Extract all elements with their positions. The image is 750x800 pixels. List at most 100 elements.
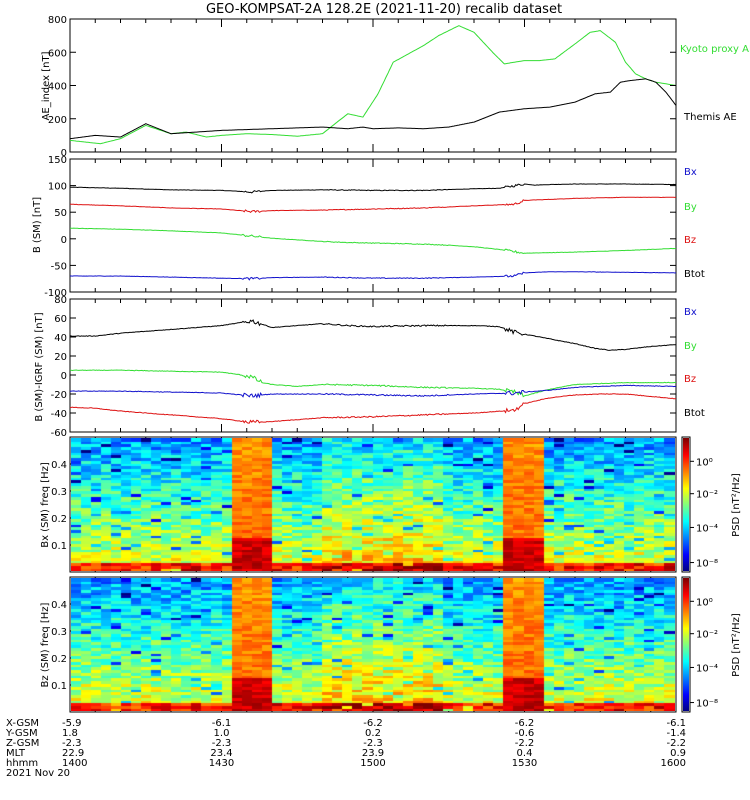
ephemeris-block: X-GSM Y-GSM Z-GSM MLT hhmm 2021 Nov 20 -… bbox=[5, 718, 686, 779]
y-tick-label: 60 bbox=[54, 314, 67, 325]
y-tick-label: 100 bbox=[48, 182, 67, 193]
eph-label-hhmm: hhmm bbox=[6, 758, 38, 769]
legend-by-2: By bbox=[684, 341, 697, 352]
y-tick-label: 400 bbox=[48, 82, 67, 93]
bz-colorbar bbox=[683, 578, 689, 711]
eph-label-ygsm: Y-GSM bbox=[5, 728, 38, 739]
y-tick-label: 0 bbox=[61, 148, 67, 159]
b-igrf-y-ticks: -60 -40 -20 0 20 40 60 80 bbox=[51, 295, 676, 439]
ae-panel: 0 200 400 600 800 AE_index [nT] Kyoto proxy … bbox=[41, 15, 750, 159]
ephemeris-value: 1.0 bbox=[214, 728, 230, 739]
b-igrf-panel-frame bbox=[69, 298, 677, 433]
b-sm-lines bbox=[69, 183, 677, 281]
bz-spectrogram-canvas bbox=[71, 578, 675, 711]
ephemeris-value: 0.4 bbox=[517, 748, 533, 759]
b-sm-y-ticks: -100 -50 0 50 100 150 bbox=[44, 155, 676, 299]
y-tick-label: 0.1 bbox=[51, 681, 67, 692]
series-line-1-1 bbox=[69, 196, 677, 214]
y-tick-label: 0.2 bbox=[51, 514, 67, 525]
bx-spec-ylabel-text: Bx (SM) freq [Hz] bbox=[40, 462, 51, 548]
y-tick-label: -100 bbox=[44, 288, 67, 299]
eph-label-mlt: MLT bbox=[6, 748, 26, 759]
y-tick-label: 80 bbox=[54, 295, 67, 306]
bx-colorbar-label: PSD [nT²/Hz] bbox=[731, 473, 742, 537]
y-tick-label: 0 bbox=[61, 371, 67, 382]
bz-colorbar-canvas bbox=[683, 578, 689, 711]
ephemeris-value: 22.9 bbox=[62, 748, 84, 759]
legend-btot-2: Btot bbox=[684, 408, 705, 419]
ae-ylabel: AE_index [nT] bbox=[41, 51, 52, 120]
colorbar-tick-label: 10⁰ bbox=[696, 457, 713, 468]
bz-spectrogram bbox=[71, 578, 675, 711]
series-line-2-1 bbox=[69, 369, 677, 398]
series-line-2-2 bbox=[69, 384, 677, 399]
ephemeris-value: 23.4 bbox=[210, 748, 232, 759]
y-tick-label: -60 bbox=[51, 428, 67, 439]
b-sm-ylabel-text: B (SM) [nT] bbox=[32, 197, 43, 253]
bx-spec-ylabel: Bx (SM) freq [Hz] bbox=[40, 462, 51, 548]
ae-panel-frame bbox=[69, 18, 677, 153]
y-tick-label: 0.3 bbox=[51, 487, 67, 498]
bx-colorbar-label-text: PSD [nT²/Hz] bbox=[731, 473, 742, 537]
ephemeris-value: -6.2 bbox=[515, 718, 535, 729]
legend-bz-2: Bz bbox=[684, 374, 696, 385]
b-igrf-lines bbox=[69, 319, 677, 424]
y-tick-label: 20 bbox=[54, 352, 67, 363]
ephemeris-value: -5.9 bbox=[62, 718, 82, 729]
ephemeris-values: -5.9 -6.1 -6.2 -6.2 -6.11.8 1.0 0.2 -0.6 -1.4-2.… bbox=[62, 718, 686, 769]
ephemeris-value: -2.2 bbox=[515, 738, 535, 749]
y-tick-label: 0.1 bbox=[51, 541, 67, 552]
y-tick-label: 50 bbox=[54, 208, 67, 219]
ae-lines bbox=[69, 25, 677, 145]
b-sm-ylabel: B (SM) [nT] bbox=[32, 197, 43, 253]
legend-by: By bbox=[684, 202, 697, 213]
series-line-0-1 bbox=[69, 78, 677, 140]
ephemeris-value: -1.4 bbox=[666, 728, 686, 739]
series-line-1-3 bbox=[70, 271, 677, 281]
b-igrf-ylabel: B (SM)-IGRF (SM) [nT] bbox=[34, 312, 45, 421]
ephemeris-value: -6.1 bbox=[666, 718, 686, 729]
legend-kyoto: Kyoto proxy AE bbox=[680, 44, 750, 55]
colorbar-tick-label: 10⁻⁴ bbox=[696, 663, 718, 674]
y-tick-label: 0.4 bbox=[51, 600, 67, 611]
ae-ylabel-text: AE_index [nT] bbox=[41, 51, 52, 120]
y-tick-label: 150 bbox=[48, 155, 67, 166]
bx-spectrogram-canvas bbox=[71, 438, 675, 571]
ephemeris-value: 23.9 bbox=[362, 748, 384, 759]
y-tick-label: 0 bbox=[61, 235, 67, 246]
b-igrf-panel: -60 -40 -20 0 20 40 60 80 B (SM)-IGRF (SM) [nT]… bbox=[34, 295, 705, 439]
bx-colorbar-ticks: 10⁻⁸ 10⁻⁴ 10⁻² 10⁰ bbox=[690, 457, 718, 570]
ephemeris-value: 0.2 bbox=[365, 728, 381, 739]
colorbar-tick-label: 10⁻⁴ bbox=[696, 523, 718, 534]
ephemeris-value: 1400 bbox=[62, 758, 87, 769]
ephemeris-value: -0.6 bbox=[515, 728, 535, 739]
legend-btot: Btot bbox=[684, 269, 705, 280]
ephemeris-value: -2.3 bbox=[363, 738, 383, 749]
y-tick-label: 200 bbox=[48, 115, 67, 126]
y-tick-label: 0.4 bbox=[51, 460, 67, 471]
y-tick-label: -40 bbox=[51, 409, 67, 420]
ephemeris-value: 1530 bbox=[512, 758, 537, 769]
legend-bz: Bz bbox=[684, 235, 696, 246]
y-tick-label: 600 bbox=[48, 48, 67, 59]
series-line-2-3 bbox=[69, 393, 677, 424]
bz-spec-ylabel: Bz (SM) freq [Hz] bbox=[40, 602, 51, 687]
series-line-1-0 bbox=[69, 183, 677, 194]
ephemeris-value: -6.1 bbox=[212, 718, 232, 729]
bz-colorbar-label: PSD [nT²/Hz] bbox=[731, 613, 742, 677]
series-line-1-2 bbox=[69, 227, 677, 255]
bz-colorbar-ticks: 10⁻⁸ 10⁻⁴ 10⁻² 10⁰ bbox=[690, 597, 718, 710]
y-tick-label: 0.3 bbox=[51, 627, 67, 638]
y-tick-label: 0.2 bbox=[51, 654, 67, 665]
eph-label-date: 2021 Nov 20 bbox=[6, 768, 70, 779]
b-sm-panel: -100 -50 0 50 100 150 B (SM) [nT] Bx By Bz Bt… bbox=[32, 155, 705, 299]
colorbar-tick-label: 10⁻² bbox=[696, 630, 718, 641]
ephemeris-value: -2.3 bbox=[62, 738, 82, 749]
ephemeris-value: -2.3 bbox=[212, 738, 232, 749]
ephemeris-value: -6.2 bbox=[363, 718, 383, 729]
eph-label-zgsm: Z-GSM bbox=[6, 738, 39, 749]
y-tick-label: -50 bbox=[51, 261, 67, 272]
bx-colorbar bbox=[683, 438, 689, 571]
bx-spectrogram bbox=[71, 438, 675, 571]
ephemeris-value: 1430 bbox=[209, 758, 234, 769]
